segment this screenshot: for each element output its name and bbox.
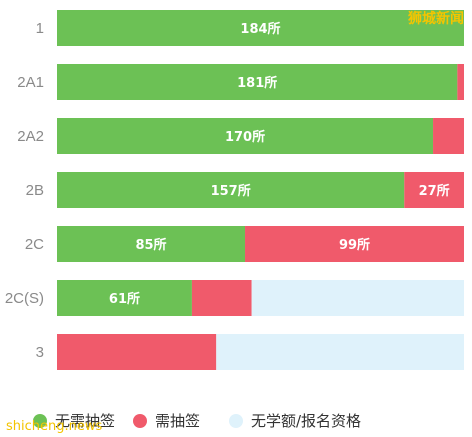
category-label: 2A2 [17,128,44,145]
bar-segment [57,226,246,262]
legend-marker [33,414,47,428]
bar-segment [251,280,464,316]
legend-label: 需抽签 [155,412,200,430]
bar-segment [191,280,252,316]
data-label: 170所 [225,129,265,145]
data-label: 99所 [339,237,370,253]
brand-watermark: 狮城新闻 [408,11,464,27]
data-label: 157所 [211,183,251,199]
legend-marker [229,414,243,428]
data-label: 181所 [237,75,277,91]
data-label: 184所 [240,21,280,37]
category-label: 3 [36,344,44,361]
bar-segment [216,334,464,370]
bar-segment [57,334,217,370]
bar-segment [457,64,464,100]
category-label: 2C [25,236,44,253]
bar-segment [433,118,464,154]
data-label: 61所 [109,291,140,307]
category-label: 2A1 [17,74,44,91]
category-label: 1 [36,20,44,37]
data-label: 27所 [419,183,450,199]
bar-segment [57,64,458,100]
legend-label: 无学额/报名资格 [251,412,361,430]
bar-segment [57,280,192,316]
category-label: 2B [26,182,44,199]
bar-segment [57,118,434,154]
bar-segment [404,172,464,208]
legend-marker [133,414,147,428]
bar-segment [57,172,405,208]
data-label: 85所 [135,237,166,253]
bar-segment [245,226,464,262]
legend-label: 无需抽签 [55,412,115,430]
footer-watermark: shicheng.news [6,419,103,434]
category-label: 2C(S) [5,290,44,307]
bar-segment [57,10,464,46]
